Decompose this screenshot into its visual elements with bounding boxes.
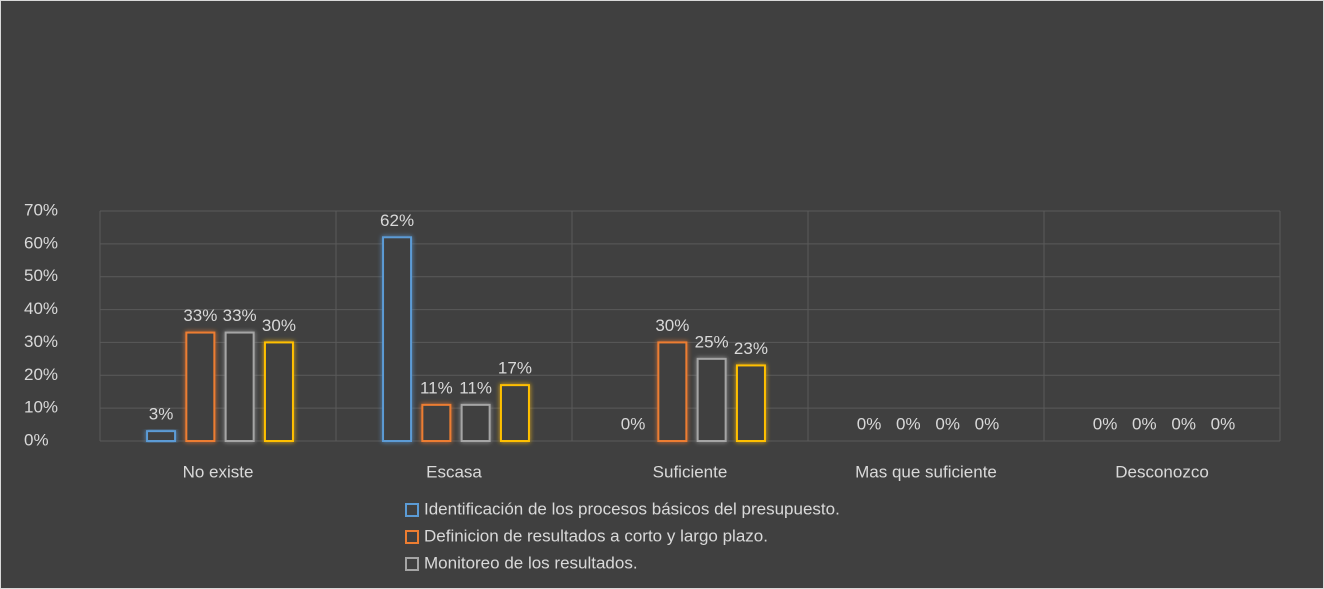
- bar: [657, 341, 688, 442]
- value-label: 0%: [935, 414, 960, 433]
- bar: [460, 403, 491, 443]
- bar: [224, 331, 255, 443]
- value-label: 0%: [1171, 414, 1196, 433]
- value-label: 0%: [621, 414, 646, 433]
- y-tick-label: 0%: [24, 430, 49, 449]
- value-label: 25%: [695, 332, 729, 351]
- x-tick-label: Escasa: [426, 462, 482, 481]
- value-label: 0%: [975, 414, 1000, 433]
- legend-label: Definicion de resultados a corto y largo…: [424, 526, 768, 545]
- x-tick-label: Desconozco: [1115, 462, 1209, 481]
- legend-label: Identificación de los procesos básicos d…: [424, 499, 840, 518]
- value-label: 0%: [1211, 414, 1236, 433]
- y-tick-label: 30%: [24, 332, 58, 351]
- value-label: 62%: [380, 211, 414, 230]
- value-label: 11%: [420, 378, 453, 397]
- value-label: 0%: [1093, 414, 1118, 433]
- y-tick-label: 10%: [24, 398, 58, 417]
- bar: [735, 364, 766, 442]
- bar: [146, 430, 177, 442]
- bar: [382, 236, 413, 442]
- legend-swatch: [405, 503, 419, 517]
- value-label: 30%: [262, 316, 296, 335]
- value-label: 0%: [1132, 414, 1157, 433]
- bar: [263, 341, 294, 442]
- bar: [421, 403, 452, 443]
- legend-swatch: [405, 530, 419, 544]
- value-label: 0%: [857, 414, 882, 433]
- y-tick-label: 20%: [24, 365, 58, 384]
- value-label: 0%: [896, 414, 921, 433]
- value-label: 30%: [655, 316, 689, 335]
- y-tick-label: 50%: [24, 266, 58, 285]
- bar: [185, 331, 216, 443]
- bar: [696, 357, 727, 443]
- legend-swatch: [405, 557, 419, 571]
- y-tick-label: 70%: [24, 200, 58, 219]
- value-label: 17%: [498, 359, 532, 378]
- value-label: 33%: [183, 306, 217, 325]
- x-tick-label: No existe: [183, 462, 254, 481]
- bar: [499, 384, 530, 442]
- x-tick-label: Mas que suficiente: [855, 462, 997, 481]
- value-label: 23%: [734, 339, 768, 358]
- legend-label: Monitoreo de los resultados.: [424, 553, 638, 572]
- value-label: 11%: [459, 378, 492, 397]
- value-label: 3%: [149, 405, 174, 424]
- x-tick-label: Suficiente: [653, 462, 728, 481]
- value-label: 33%: [223, 306, 257, 325]
- y-tick-label: 40%: [24, 299, 58, 318]
- y-tick-label: 60%: [24, 233, 58, 252]
